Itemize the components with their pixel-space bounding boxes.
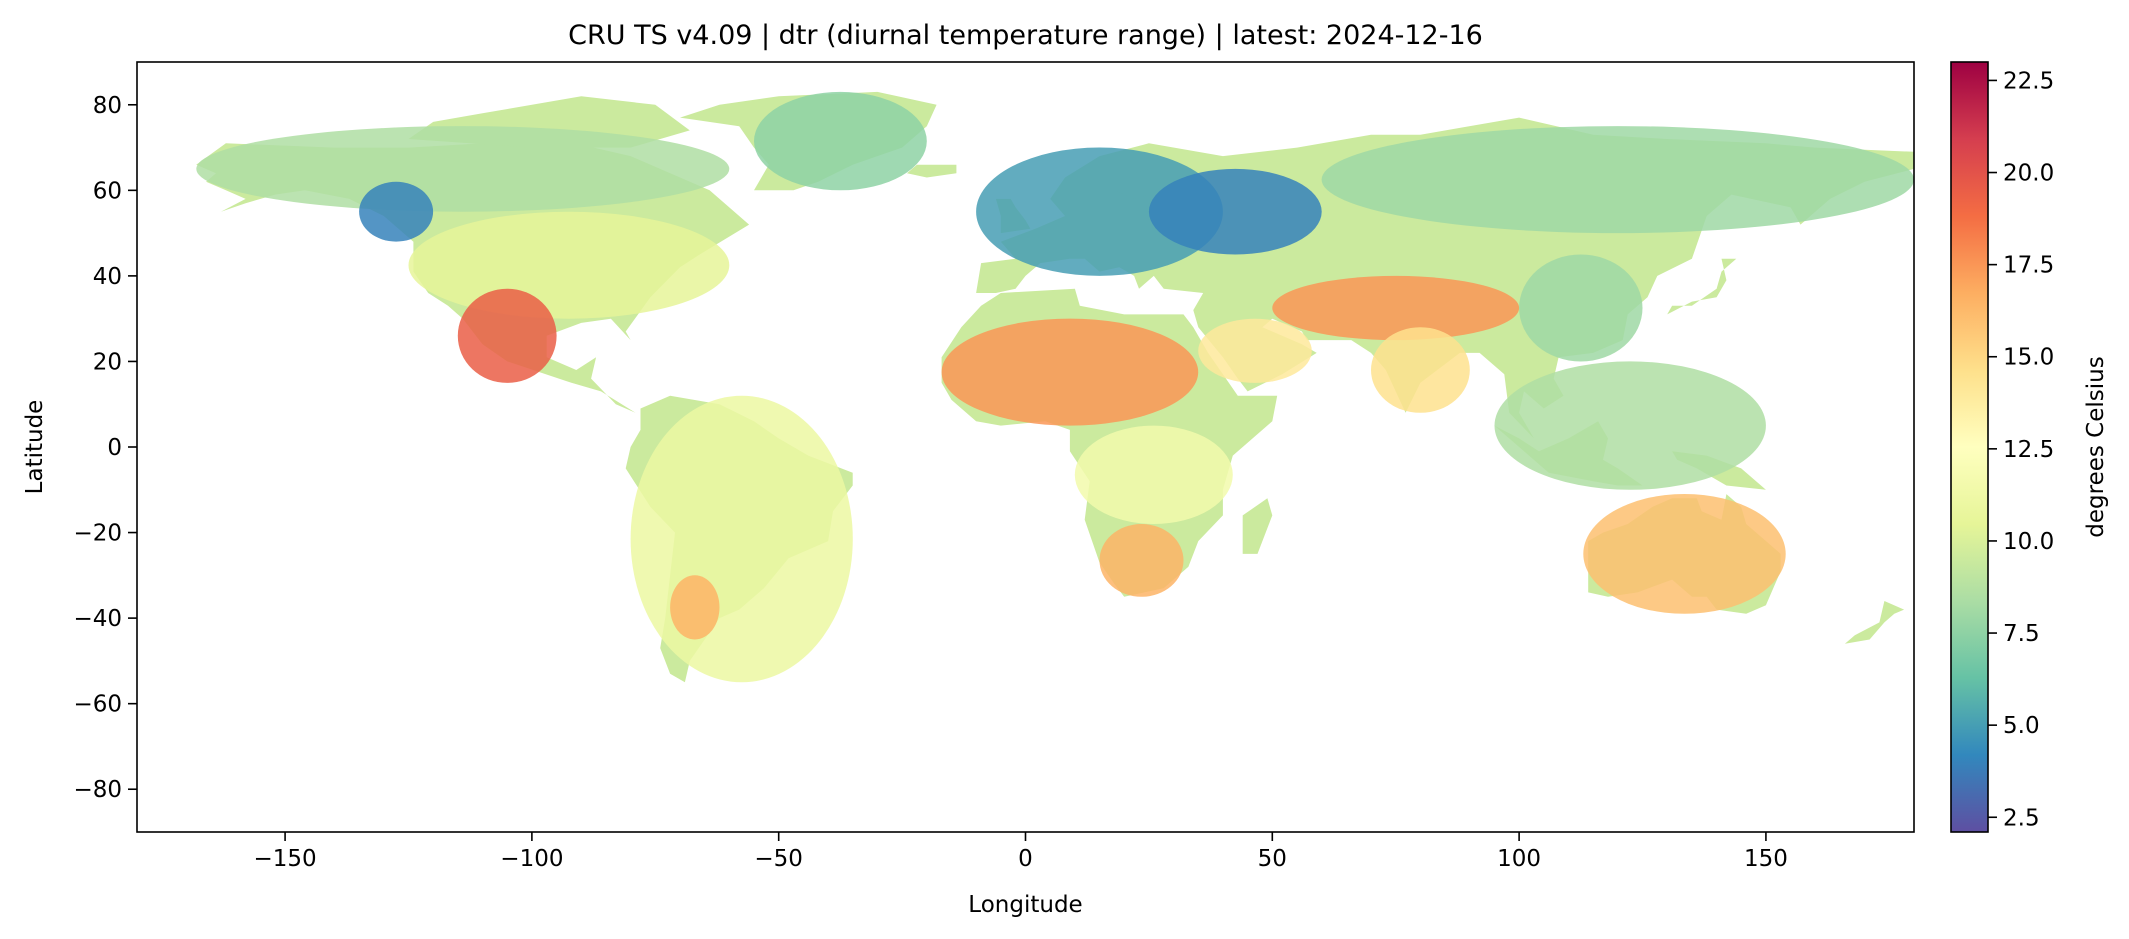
land-new-zealand — [1844, 601, 1905, 644]
region-india — [1371, 327, 1470, 413]
y-axis-ticks: 80 60 40 20 0 −20 −40 −60 −80 — [73, 93, 137, 803]
x-tick-label: 150 — [1744, 846, 1788, 872]
colorbar-tick-label: 20.0 — [2003, 161, 2054, 187]
x-tick-label: −150 — [253, 846, 316, 872]
region-tibetan-plateau-and-iran — [1272, 275, 1520, 341]
land-japan — [1667, 258, 1737, 315]
region-layer — [196, 91, 1914, 683]
region-southern-africa — [1099, 524, 1184, 597]
region-east-asia — [1519, 254, 1643, 362]
region-western-russia — [1148, 168, 1322, 255]
x-tick-label: 100 — [1497, 846, 1541, 872]
region-siberia — [1321, 126, 1914, 234]
region-central-and-east-africa — [1074, 425, 1233, 524]
y-tick-label: 0 — [107, 435, 122, 461]
land-iceland — [907, 164, 957, 178]
x-tick-label: −50 — [754, 846, 803, 872]
y-tick-label: −40 — [73, 606, 122, 632]
region-north-america-interior — [408, 211, 730, 319]
colorbar-tick-label: 15.0 — [2003, 345, 2054, 371]
region-south-america — [630, 395, 853, 683]
colorbar — [1950, 61, 1989, 833]
y-tick-label: −60 — [73, 692, 122, 718]
x-tick-label: 0 — [1018, 846, 1033, 872]
x-axis-ticks: −150 −100 −50 0 50 100 150 — [253, 832, 1788, 872]
region-arabian-peninsula — [1198, 318, 1312, 383]
region-southeast-asia-and-indonesia — [1494, 361, 1766, 490]
region-alaska-and-canadian-arctic — [196, 126, 730, 212]
colorbar-tick-label: 17.5 — [2003, 253, 2054, 279]
region-patagonia-and-argentina — [670, 575, 720, 640]
land-madagascar — [1242, 498, 1273, 554]
region-mexico-and-us-southwest — [457, 288, 557, 383]
y-tick-label: −80 — [73, 777, 122, 803]
colorbar-ticks: 2.5 5.0 7.5 10.0 12.5 15.0 17.5 20.0 22.5 — [1988, 68, 2054, 831]
region-europe — [976, 147, 1223, 276]
x-tick-label: −100 — [500, 846, 563, 872]
region-greenland — [754, 91, 927, 191]
x-tick-label: 50 — [1258, 846, 1287, 872]
y-tick-label: 40 — [93, 264, 122, 290]
region-sahara-and-sahel — [941, 318, 1199, 426]
chart-title: CRU TS v4.09 | dtr (diurnal temperature … — [568, 20, 1483, 51]
y-tick-label: −20 — [73, 521, 122, 547]
y-tick-label: 60 — [93, 178, 122, 204]
x-axis-label: Longitude — [968, 892, 1082, 918]
region-pacific-northwest-coast — [359, 181, 434, 242]
colorbar-tick-label: 2.5 — [2003, 805, 2040, 831]
y-tick-label: 80 — [93, 93, 122, 119]
colorbar-tick-label: 5.0 — [2003, 713, 2040, 739]
colorbar-tick-label: 12.5 — [2003, 437, 2054, 463]
y-tick-label: 20 — [93, 349, 122, 375]
region-australia — [1583, 494, 1786, 614]
colorbar-label: degrees Celsius — [2083, 356, 2109, 537]
colorbar-tick-label: 7.5 — [2003, 621, 2040, 647]
colorbar-tick-label: 10.0 — [2003, 529, 2054, 555]
colorbar-tick-label: 22.5 — [2003, 68, 2054, 94]
y-axis-label: Latitude — [22, 400, 48, 495]
